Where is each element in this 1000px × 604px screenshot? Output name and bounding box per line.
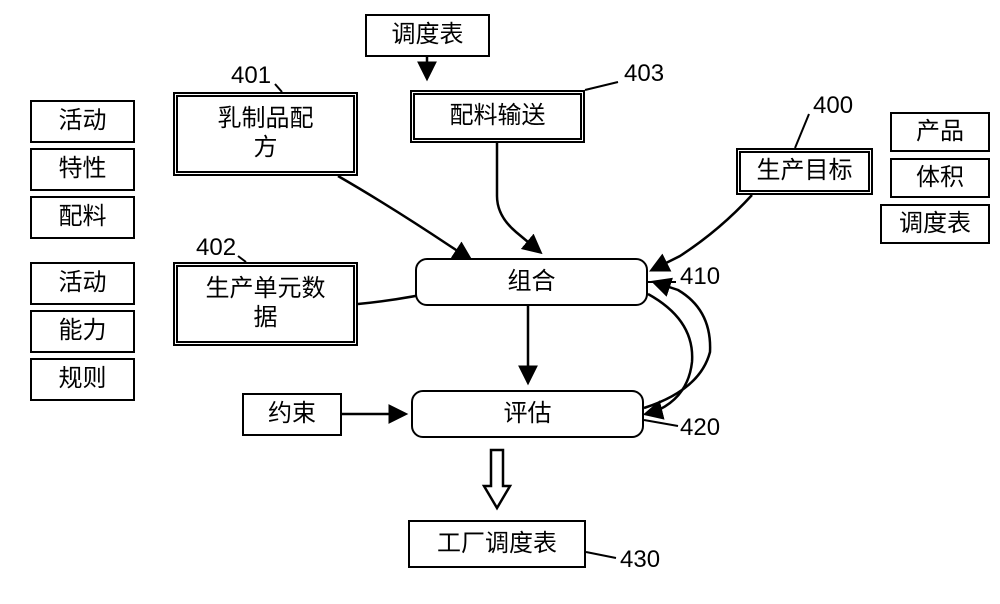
- arrow: [652, 195, 752, 270]
- ref-label-403: 403: [624, 60, 664, 88]
- node-property: 特性: [30, 148, 135, 191]
- node-combine: 组合: [415, 258, 648, 306]
- block-arrow: [484, 450, 510, 508]
- node-product: 产品: [890, 112, 990, 152]
- arrow: [497, 143, 540, 252]
- node-recipe: 乳制品配方: [173, 92, 358, 176]
- ref-label-410: 410: [680, 263, 720, 291]
- ref-label-401: 401: [231, 62, 271, 90]
- node-activity1: 活动: [30, 100, 135, 143]
- node-ingredient: 配料: [30, 196, 135, 239]
- node-factory_sched: 工厂调度表: [408, 520, 586, 568]
- ref-label-430: 430: [620, 546, 660, 574]
- ref-label-420: 420: [680, 414, 720, 442]
- node-prod_target: 生产目标: [736, 148, 873, 195]
- node-activity2: 活动: [30, 262, 135, 305]
- node-constraint: 约束: [242, 393, 342, 436]
- leader-420: [644, 420, 678, 426]
- node-ing_delivery: 配料输送: [410, 90, 585, 143]
- arrow: [646, 294, 692, 414]
- ref-label-400: 400: [813, 92, 853, 120]
- arrow: [338, 176, 470, 259]
- node-schedule_r: 调度表: [880, 204, 990, 244]
- node-pu_data: 生产单元数据: [173, 262, 358, 346]
- arrow: [644, 282, 710, 408]
- node-schedule_top: 调度表: [365, 14, 490, 57]
- leader-401: [275, 84, 282, 92]
- ref-label-402: 402: [196, 234, 236, 262]
- node-volume: 体积: [890, 158, 990, 198]
- leader-403: [585, 82, 618, 90]
- leader-430: [586, 552, 616, 558]
- node-ability: 能力: [30, 310, 135, 353]
- node-rule: 规则: [30, 358, 135, 401]
- node-evaluate: 评估: [411, 390, 644, 438]
- leader-400: [795, 114, 809, 148]
